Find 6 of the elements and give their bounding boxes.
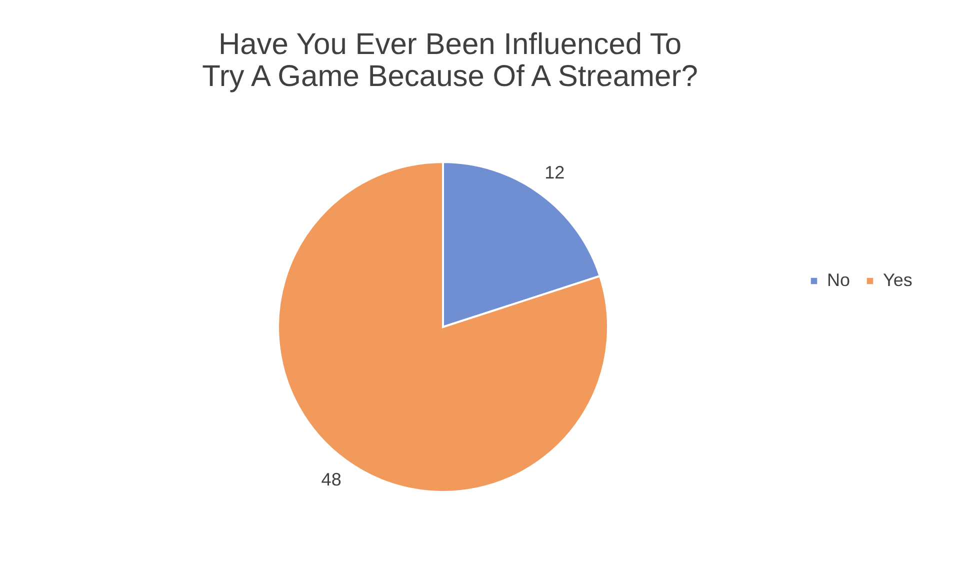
data-label: 48 bbox=[321, 470, 342, 490]
data-label: 12 bbox=[544, 162, 565, 182]
pie-slice bbox=[277, 161, 609, 493]
legend-label: Yes bbox=[883, 270, 912, 290]
chart-title: Have You Ever Been Influenced To Try A Game Because Of A Streamer? bbox=[202, 28, 698, 93]
legend-label: No bbox=[827, 270, 850, 290]
